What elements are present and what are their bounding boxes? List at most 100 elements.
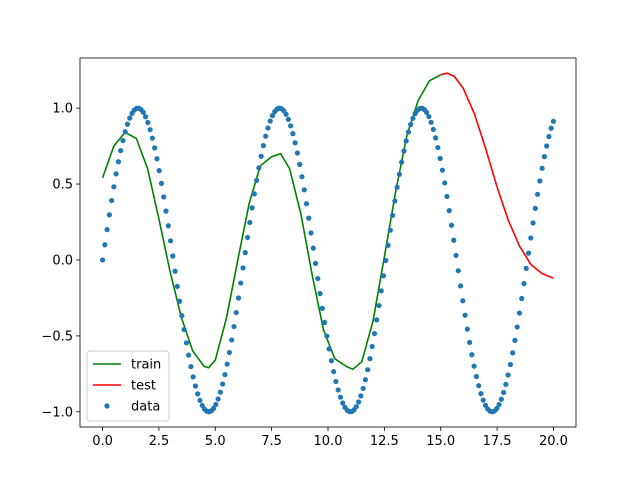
data-point [290, 131, 296, 137]
data-point [365, 367, 371, 373]
data-point [235, 295, 242, 301]
data-point [510, 350, 516, 356]
data-point [222, 372, 228, 378]
x-tick-label: 15.0 [426, 434, 455, 449]
data-point [176, 298, 183, 304]
data-point [324, 333, 330, 339]
data-point [401, 148, 407, 154]
data-point [408, 121, 414, 128]
data-point [285, 116, 291, 122]
data-point [389, 212, 396, 218]
data-point [451, 237, 457, 243]
data-point [433, 135, 439, 141]
data-point [469, 352, 475, 358]
data-point [231, 323, 237, 330]
data-point [167, 238, 174, 244]
legend-label-data: data [131, 400, 160, 415]
data-point [104, 227, 110, 233]
data-point [229, 337, 235, 343]
data-point [170, 253, 176, 259]
data-point [283, 111, 289, 117]
data-point [525, 250, 532, 256]
data-point [319, 305, 325, 311]
data-point [501, 389, 507, 396]
data-point [453, 252, 459, 259]
data-point [467, 339, 473, 345]
data-point [369, 343, 375, 350]
data-point [326, 346, 332, 352]
data-point [546, 133, 552, 140]
data-point [179, 313, 185, 319]
data-point [174, 283, 180, 289]
data-point [308, 230, 314, 236]
data-point [337, 394, 344, 400]
data-point [145, 119, 151, 126]
data-point [127, 115, 133, 121]
data-point [240, 265, 246, 271]
data-point [541, 154, 547, 160]
data-point [215, 396, 221, 402]
data-point [106, 212, 112, 218]
data-point [195, 391, 201, 397]
data-point [478, 391, 484, 397]
data-point [310, 245, 316, 251]
data-point [528, 235, 534, 241]
y-tick-label: 1.0 [52, 102, 73, 117]
data-point [460, 298, 466, 304]
data-point [288, 123, 294, 129]
y-tick-label: 0.5 [52, 178, 73, 193]
data-point [355, 399, 362, 405]
data-point [154, 156, 160, 162]
x-tick-label: 12.5 [370, 434, 399, 449]
data-point [512, 337, 518, 343]
data-point [292, 140, 298, 146]
x-tick-label: 10.0 [314, 434, 343, 449]
data-point [480, 397, 486, 403]
data-point [392, 198, 398, 204]
data-point [244, 234, 251, 241]
data-point [140, 109, 146, 115]
data-point [550, 118, 557, 124]
data-point [362, 377, 368, 383]
data-point [471, 363, 477, 369]
data-point [403, 138, 409, 144]
data-point [385, 242, 391, 248]
data-point [124, 121, 131, 127]
data-point [335, 387, 341, 393]
data-point [149, 135, 155, 141]
data-point [161, 194, 167, 200]
data-point [256, 165, 262, 171]
data-point [303, 201, 310, 207]
data-point [473, 373, 480, 380]
data-point [437, 155, 443, 161]
data-point [358, 393, 364, 399]
data-point [265, 125, 271, 131]
data-point [430, 126, 436, 133]
data-point [220, 381, 226, 387]
data-point [210, 405, 217, 412]
data-point [496, 402, 502, 408]
data-point [263, 133, 269, 139]
x-tick-label: 20.0 [539, 434, 568, 449]
data-point [548, 125, 554, 131]
data-point [242, 250, 248, 256]
data-point [374, 317, 380, 323]
data-point [254, 177, 260, 184]
data-point [267, 118, 273, 124]
data-point [544, 143, 550, 149]
x-tick-label: 0.0 [92, 434, 113, 449]
data-point [462, 312, 468, 318]
data-point [476, 383, 482, 389]
data-point [294, 150, 301, 156]
data-point [503, 381, 509, 387]
data-point [102, 242, 108, 248]
data-point [269, 113, 276, 119]
data-point [360, 385, 366, 392]
data-point [118, 148, 124, 154]
data-point [514, 324, 520, 330]
data-point [376, 302, 382, 309]
data-point [249, 205, 255, 211]
data-point [428, 119, 434, 125]
data-point [315, 275, 321, 282]
